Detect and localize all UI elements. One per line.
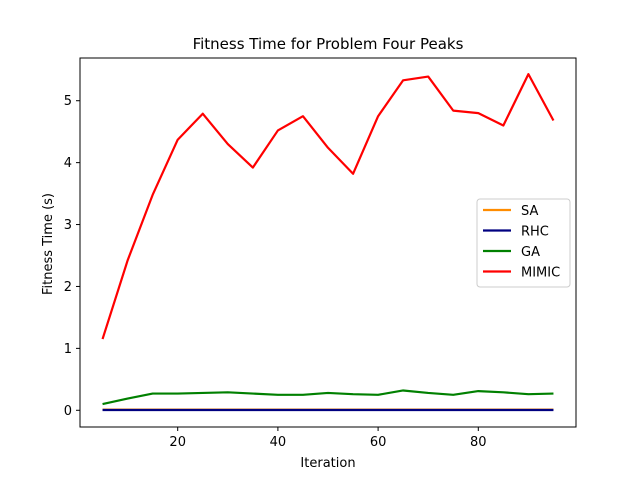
series-line-ga [102,389,554,406]
x-tick-label: 80 [470,435,487,450]
legend-label-sa: SA [521,204,538,219]
x-tick-label: 60 [370,435,387,450]
x-tick-label: 40 [270,435,287,450]
plot-area [79,57,577,428]
y-tick-label: 4 [64,156,72,171]
legend-label-rhc: RHC [521,225,549,240]
x-tick-label: 20 [169,435,186,450]
legend-label-ga: GA [521,245,540,260]
x-axis-label: Iteration [300,456,355,471]
legend: SA RHC GA MIMIC [476,198,571,288]
legend-box [476,198,571,288]
y-tick-label: 1 [64,342,72,357]
plot-frame [79,57,577,428]
chart-title: Fitness Time for Problem Four Peaks [193,35,464,53]
y-tick-label: 2 [64,280,72,295]
axis-ticks: 20 40 60 80 0 1 2 3 4 5 [64,94,487,450]
y-tick-label: 3 [64,218,72,233]
series-line-mimic [101,72,555,340]
y-axis-label: Fitness Time (s) [41,193,56,295]
y-tick-label: 0 [64,404,72,419]
legend-label-mimic: MIMIC [521,266,560,281]
y-tick-label: 5 [64,94,72,109]
